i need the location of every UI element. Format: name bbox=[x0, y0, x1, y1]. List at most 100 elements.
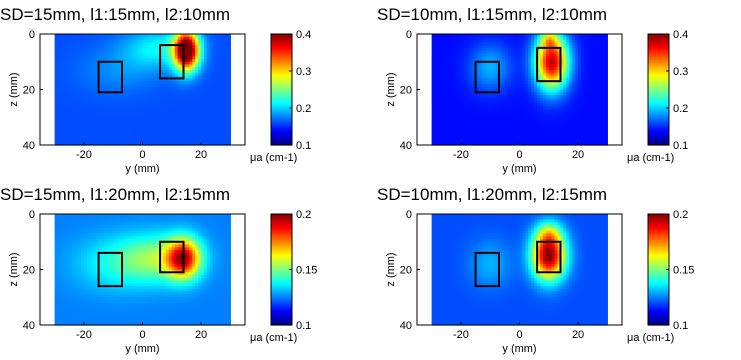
heatmap-cell bbox=[528, 117, 532, 121]
heatmap-cell bbox=[101, 47, 106, 52]
heatmap-cell bbox=[563, 108, 567, 113]
heatmap-cell bbox=[566, 111, 570, 116]
heatmap-cell bbox=[557, 89, 562, 93]
heatmap-cell bbox=[209, 97, 214, 102]
heatmap-cell bbox=[581, 53, 585, 57]
heatmap-cell bbox=[434, 114, 439, 118]
heatmap-cell bbox=[157, 89, 161, 93]
heatmap-cell bbox=[113, 106, 117, 110]
heatmap-cell bbox=[572, 117, 576, 121]
heatmap-cell bbox=[481, 133, 485, 138]
heatmap-cell bbox=[499, 128, 503, 132]
heatmap-cell bbox=[557, 34, 562, 38]
colorbar-step bbox=[271, 91, 292, 94]
colorbar-step bbox=[271, 37, 292, 40]
heatmap-cell bbox=[224, 64, 229, 68]
heatmap-cell bbox=[548, 50, 553, 55]
heatmap-cell bbox=[174, 36, 179, 41]
heatmap-cell bbox=[443, 95, 447, 99]
heatmap-cell bbox=[133, 111, 138, 116]
heatmap-cell bbox=[531, 78, 535, 82]
heatmap-cell bbox=[183, 100, 188, 104]
heatmap-cell bbox=[566, 142, 570, 146]
heatmap-cell bbox=[586, 106, 591, 110]
x-tick-label: 20 bbox=[195, 149, 207, 161]
heatmap-cell bbox=[224, 139, 229, 143]
heatmap-cell bbox=[595, 95, 600, 99]
heatmap-cell bbox=[63, 95, 67, 99]
heatmap-cell bbox=[206, 42, 211, 46]
heatmap-cell bbox=[581, 36, 585, 41]
heatmap-cell bbox=[145, 117, 149, 121]
heatmap-cell bbox=[148, 39, 152, 43]
heatmap-cell bbox=[72, 78, 76, 82]
colorbar-step bbox=[271, 77, 292, 80]
heatmap-cell bbox=[183, 81, 188, 85]
heatmap-cell bbox=[218, 106, 223, 110]
heatmap-cell bbox=[496, 53, 500, 57]
colorbar-step bbox=[648, 80, 669, 84]
heatmap-cell bbox=[589, 53, 594, 57]
heatmap-cell bbox=[589, 142, 594, 146]
heatmap-cell bbox=[551, 117, 556, 121]
heatmap-cell bbox=[578, 81, 582, 85]
heatmap-cell bbox=[586, 111, 591, 116]
heatmap-cell bbox=[478, 95, 483, 99]
heatmap-cell bbox=[221, 58, 226, 63]
heatmap-cell bbox=[127, 53, 132, 57]
heatmap-cell bbox=[142, 50, 147, 55]
heatmap-cell bbox=[537, 36, 541, 41]
heatmap-cell bbox=[145, 125, 149, 129]
heatmap-cell bbox=[201, 64, 205, 68]
heatmap-cell bbox=[145, 75, 149, 80]
heatmap-cell bbox=[69, 83, 73, 88]
heatmap-cell bbox=[551, 92, 556, 96]
heatmap-cell bbox=[75, 142, 79, 146]
heatmap-cell bbox=[531, 83, 535, 88]
heatmap-cell bbox=[54, 214, 59, 218]
heatmap-cell bbox=[206, 67, 211, 71]
heatmap-cell bbox=[204, 103, 208, 107]
heatmap-cell bbox=[478, 100, 483, 104]
heatmap-cell bbox=[528, 53, 532, 57]
heatmap-cell bbox=[446, 53, 450, 57]
heatmap-cell bbox=[215, 139, 220, 143]
heatmap-cell bbox=[513, 42, 518, 46]
heatmap-cell bbox=[569, 58, 573, 63]
heatmap-cell bbox=[60, 106, 65, 110]
heatmap-cell bbox=[499, 133, 503, 138]
heatmap-cell bbox=[499, 61, 503, 66]
heatmap-cell bbox=[443, 111, 447, 116]
heatmap-cell bbox=[75, 92, 79, 96]
heatmap-cell bbox=[107, 36, 111, 41]
colorbar-step bbox=[271, 35, 292, 39]
heatmap-cell bbox=[542, 34, 547, 38]
heatmap-cell bbox=[206, 56, 211, 60]
heatmap-cell bbox=[472, 92, 477, 96]
heatmap-cell bbox=[513, 89, 518, 93]
heatmap-cell bbox=[206, 92, 211, 96]
heatmap-cell bbox=[154, 142, 158, 146]
heatmap-cell bbox=[583, 122, 588, 127]
heatmap-cell bbox=[484, 117, 488, 121]
heatmap-cell bbox=[601, 122, 606, 127]
heatmap-cell bbox=[204, 86, 208, 91]
heatmap-cell bbox=[130, 111, 135, 116]
heatmap-cell bbox=[522, 36, 526, 41]
heatmap-cell bbox=[75, 108, 79, 113]
heatmap-cell bbox=[86, 111, 91, 116]
heatmap-cell bbox=[221, 47, 226, 52]
heatmap-cell bbox=[154, 61, 158, 66]
heatmap-cell bbox=[560, 83, 565, 88]
heatmap-cell bbox=[446, 114, 450, 118]
colorbar-step bbox=[271, 101, 292, 104]
heatmap-cell bbox=[510, 103, 515, 107]
heatmap-cell bbox=[89, 122, 94, 127]
heatmap-cell bbox=[78, 58, 82, 63]
heatmap-cell bbox=[142, 64, 147, 68]
heatmap-cell bbox=[83, 114, 88, 118]
heatmap-cell bbox=[218, 139, 223, 143]
heatmap-cell bbox=[63, 139, 67, 143]
colorbar-step bbox=[271, 44, 292, 47]
heatmap-cell bbox=[124, 100, 129, 104]
